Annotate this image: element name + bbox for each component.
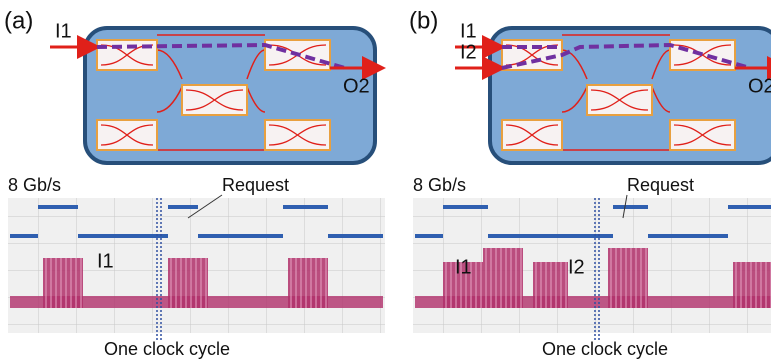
- data-burst: [733, 262, 771, 308]
- output-label: O2: [343, 75, 370, 97]
- request-label: Request: [627, 175, 694, 195]
- trace-label: I1: [455, 256, 472, 278]
- panel-label: (b): [409, 7, 438, 34]
- output-label: O2: [748, 75, 771, 97]
- data-burst: [608, 248, 648, 308]
- trace-label: I1: [97, 250, 114, 272]
- panels: (a) I1 O2 8 Gb/s Request I1 One clock cycle (b)…: [4, 7, 771, 358]
- panel-label: (a): [4, 7, 33, 34]
- data-burst: [483, 248, 523, 308]
- input-label: I2: [460, 41, 477, 63]
- clock-label: One clock cycle: [542, 339, 668, 359]
- rate-label: 8 Gb/s: [8, 175, 61, 195]
- panel: (a) I1 O2 8 Gb/s Request I1 One clock cycle: [4, 7, 385, 358]
- rate-label: 8 Gb/s: [413, 175, 466, 195]
- data-burst: [43, 258, 83, 308]
- trace-label: I2: [568, 256, 585, 278]
- data-burst: [168, 258, 208, 308]
- input-label: I1: [460, 20, 477, 42]
- figure: (a) I1 O2 8 Gb/s Request I1 One clock cycle (b)…: [0, 0, 771, 362]
- data-burst: [288, 258, 328, 308]
- request-label: Request: [222, 175, 289, 195]
- input-label: I1: [55, 20, 72, 42]
- clock-label: One clock cycle: [104, 339, 230, 359]
